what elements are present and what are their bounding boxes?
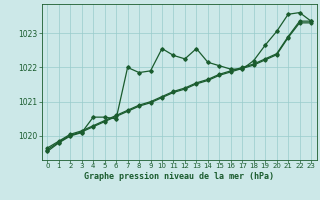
X-axis label: Graphe pression niveau de la mer (hPa): Graphe pression niveau de la mer (hPa): [84, 172, 274, 181]
